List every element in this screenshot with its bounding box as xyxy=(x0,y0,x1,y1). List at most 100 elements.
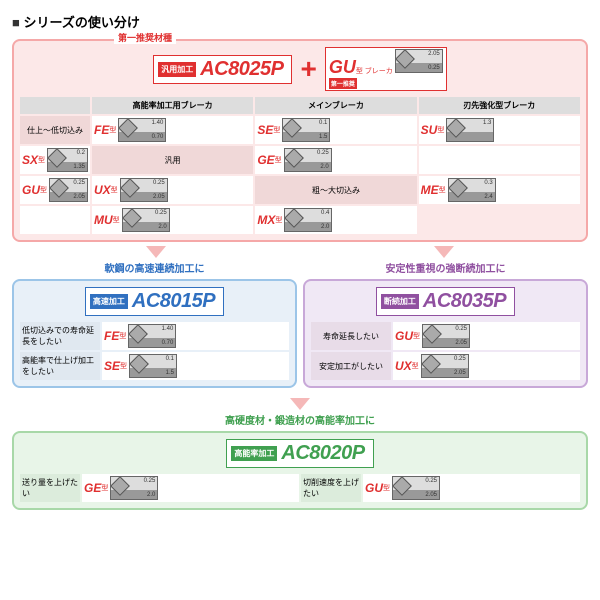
insert-icon: 0.11.5 xyxy=(129,354,177,378)
type-code: GU xyxy=(22,183,40,197)
type-sub: 型 xyxy=(439,185,446,195)
type-code: MU xyxy=(94,213,113,227)
type-code: SU xyxy=(421,123,438,137)
type-cell: GU型0.252.05 xyxy=(20,176,90,204)
type-cell: MU型0.252.0 xyxy=(92,206,253,234)
type-cell: SU型1.3 xyxy=(419,116,580,144)
type-code: GU xyxy=(395,329,413,343)
type-sub: 型 xyxy=(413,331,420,341)
green-tag: 高能率加工 xyxy=(231,446,277,461)
type-cell: GE型0.252.0 xyxy=(255,146,416,174)
gu-badge-box: GU 型 ブレーカ 2.050.25 第一推奨 xyxy=(325,47,447,91)
insert-icon: 2.050.25 xyxy=(395,49,443,73)
type-cell: UX型0.252.05 xyxy=(92,176,253,204)
gu-breaker: 型 ブレーカ xyxy=(356,66,393,76)
plus-icon: + xyxy=(300,53,316,85)
type-code: FE xyxy=(94,123,109,137)
blue-wrap: 軟鋼の高速連続加工に 高速加工AC8015P 低切込みでの寿命延長をしたいFE型… xyxy=(12,260,297,394)
type-sub: 型 xyxy=(275,155,282,165)
type-code: SX xyxy=(22,153,38,167)
blue-tag: 高速加工 xyxy=(90,294,128,309)
type-cell: GE型0.252.0 xyxy=(82,474,299,502)
type-sub: 型 xyxy=(383,483,390,493)
type-sub: 型 xyxy=(38,155,45,165)
insert-icon: 0.21.35 xyxy=(47,148,88,172)
green-grid: 送り量を上げたいGE型0.252.0切削速度を上げたいGU型0.252.05 xyxy=(20,474,580,502)
purple-code: AC8035P xyxy=(419,290,510,313)
row-label: 送り量を上げたい xyxy=(20,474,80,502)
type-sub: 型 xyxy=(119,331,126,341)
row-label: 高能率で仕上げ加工をしたい xyxy=(20,352,100,380)
row-label: 切削速度を上げたい xyxy=(301,474,361,502)
type-code: ME xyxy=(421,183,439,197)
type-code: SE xyxy=(257,123,273,137)
type-code: UX xyxy=(94,183,111,197)
insert-icon: 1.400.70 xyxy=(118,118,166,142)
type-sub: 型 xyxy=(101,483,108,493)
green-panel: 高能率加工AC8020P 送り量を上げたいGE型0.252.0切削速度を上げたい… xyxy=(12,431,588,510)
insert-icon: 0.252.0 xyxy=(284,148,332,172)
type-cell: SX型0.21.35 xyxy=(20,146,90,174)
blue-code: AC8015P xyxy=(128,290,219,313)
green-code: AC8020P xyxy=(277,442,368,465)
main-panel: 第一推奨材種 汎用加工 AC8025P + GU 型 ブレーカ 2.050.25… xyxy=(12,39,588,242)
purple-wrap: 安定性重視の強断続加工に 断続加工AC8035P 寿命延長したいGU型0.252… xyxy=(303,260,588,394)
type-cell: ME型0.32.4 xyxy=(419,176,580,204)
blue-grid: 低切込みでの寿命延長をしたいFE型1.400.70高能率で仕上げ加工をしたいSE… xyxy=(20,322,289,380)
purple-panel: 断続加工AC8035P 寿命延長したいGU型0.252.05安定加工がしたいUX… xyxy=(303,279,588,388)
type-code: GU xyxy=(365,481,383,495)
purple-grid: 寿命延長したいGU型0.252.05安定加工がしたいUX型0.252.05 xyxy=(311,322,580,380)
row-label: 低切込みでの寿命延長をしたい xyxy=(20,322,100,350)
insert-icon: 0.252.05 xyxy=(421,354,469,378)
insert-icon: 0.32.4 xyxy=(448,178,496,202)
blue-title: 軟鋼の高速連続加工に xyxy=(12,260,297,275)
type-cell: SE型0.11.5 xyxy=(255,116,416,144)
type-sub: 型 xyxy=(113,215,120,225)
type-sub: 型 xyxy=(40,185,47,195)
type-cell: FE型1.400.70 xyxy=(102,322,289,350)
type-sub: 型 xyxy=(109,125,116,135)
type-cell: FE型1.400.70 xyxy=(92,116,253,144)
type-code: GE xyxy=(84,481,101,495)
type-code: MX xyxy=(257,213,275,227)
row-label: 安定加工がしたい xyxy=(311,352,391,380)
empty-cell xyxy=(419,146,580,174)
type-sub: 型 xyxy=(120,361,127,371)
gu-sub: 第一推奨 xyxy=(329,78,357,89)
insert-icon: 1.3 xyxy=(446,118,494,142)
row-label: 仕上～低切込み xyxy=(20,116,90,144)
type-cell: GU型0.252.05 xyxy=(363,474,580,502)
type-sub: 型 xyxy=(273,125,280,135)
type-sub: 型 xyxy=(437,125,444,135)
type-sub: 型 xyxy=(412,361,419,371)
main-header: 汎用加工 AC8025P + GU 型 ブレーカ 2.050.25 第一推奨 xyxy=(20,47,580,91)
purple-title: 安定性重視の強断続加工に xyxy=(303,260,588,275)
row-label: 寿命延長したい xyxy=(311,322,391,350)
type-sub: 型 xyxy=(275,215,282,225)
type-code: FE xyxy=(104,329,119,343)
insert-icon: 0.252.05 xyxy=(392,476,440,500)
type-cell: SE型0.11.5 xyxy=(102,352,289,380)
insert-icon: 0.252.05 xyxy=(120,178,168,202)
main-grid: 高能率加工用ブレーカメインブレーカ刃先強化型ブレーカ仕上～低切込みFE型1.40… xyxy=(20,97,580,234)
type-code: GE xyxy=(257,153,274,167)
insert-icon: 0.11.5 xyxy=(282,118,330,142)
type-cell: GU型0.252.05 xyxy=(393,322,580,350)
main-code: AC8025P xyxy=(196,58,287,81)
gu-code: GU xyxy=(329,57,356,78)
insert-icon: 0.252.05 xyxy=(422,324,470,348)
grid-header xyxy=(20,97,90,114)
row-label: 粗～大切込み xyxy=(255,176,416,204)
grid-header: メインブレーカ xyxy=(255,97,416,114)
insert-icon: 1.400.70 xyxy=(128,324,176,348)
blue-panel: 高速加工AC8015P 低切込みでの寿命延長をしたいFE型1.400.70高能率… xyxy=(12,279,297,388)
main-badge: 汎用加工 AC8025P xyxy=(153,55,292,84)
type-code: UX xyxy=(395,359,412,373)
grid-header: 高能率加工用ブレーカ xyxy=(92,97,253,114)
main-tag: 汎用加工 xyxy=(158,62,196,77)
insert-icon: 0.252.0 xyxy=(122,208,170,232)
grid-header: 刃先強化型ブレーカ xyxy=(419,97,580,114)
purple-tag: 断続加工 xyxy=(381,294,419,309)
type-code: SE xyxy=(104,359,120,373)
rec-label-1: 第一推奨材種 xyxy=(114,31,176,44)
